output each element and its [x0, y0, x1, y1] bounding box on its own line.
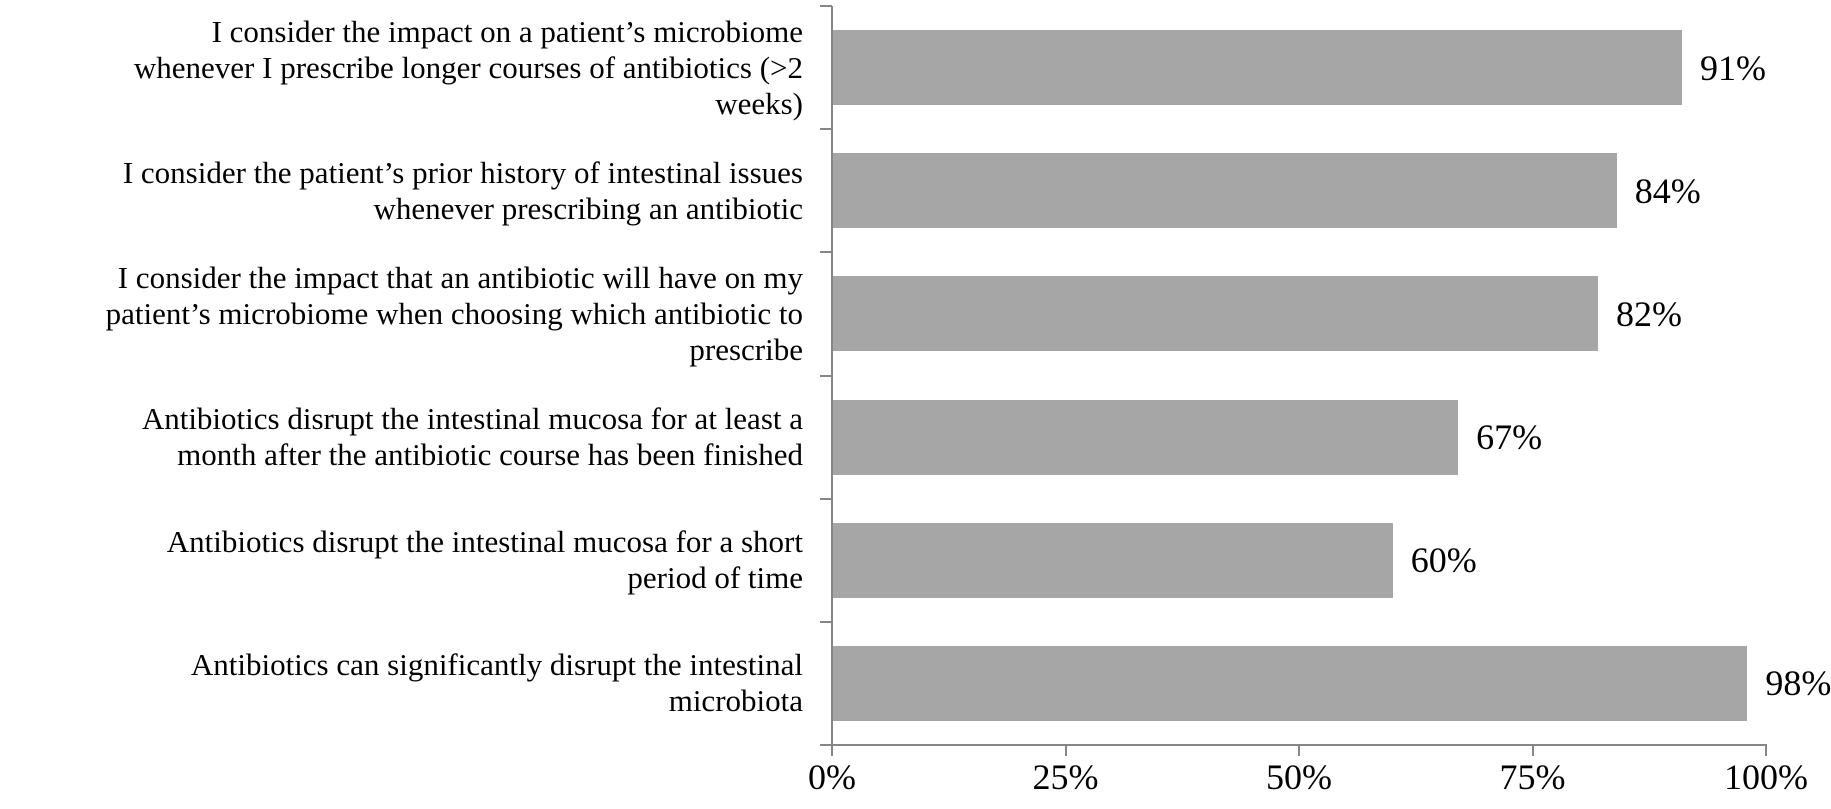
- bar-value-label: 67%: [1476, 417, 1543, 458]
- x-tick-label: 0%: [808, 757, 856, 797]
- x-axis-tick: [1064, 746, 1067, 756]
- category-label: Antibiotics disrupt the intestinal mucos…: [141, 401, 803, 473]
- chart-row: I consider the impact that an antibiotic…: [0, 252, 1831, 375]
- y-axis-tick: [820, 497, 832, 500]
- y-axis-tick: [820, 128, 832, 131]
- y-axis-tick: [820, 620, 832, 623]
- x-tick-label: 50%: [1266, 757, 1332, 797]
- bar: [833, 153, 1617, 229]
- chart-rows: I consider the impact on a patient’s mic…: [0, 6, 1831, 745]
- bar-value-label: 84%: [1634, 170, 1701, 211]
- bar: [833, 276, 1599, 352]
- y-axis-tick: [820, 374, 832, 377]
- x-axis-tick: [1531, 746, 1534, 756]
- category-label: I consider the patient’s prior history o…: [122, 154, 803, 226]
- bar: [833, 645, 1748, 721]
- bar-cell: 60%: [833, 499, 1831, 622]
- x-tick-label: 100%: [1724, 757, 1808, 797]
- x-tick-label: 75%: [1499, 757, 1566, 797]
- chart-row: Antibiotics disrupt the intestinal mucos…: [0, 375, 1831, 498]
- y-axis-tick: [820, 744, 832, 746]
- chart-row: Antibiotics can significantly disrupt th…: [0, 622, 1831, 745]
- y-axis-tick: [820, 251, 832, 254]
- x-axis-line: [831, 744, 1767, 746]
- category-label: I consider the impact on a patient’s mic…: [133, 13, 803, 121]
- x-axis-tick: [831, 746, 833, 756]
- x-axis-tick: [1298, 746, 1300, 756]
- category-label: Antibiotics disrupt the intestinal mucos…: [166, 524, 803, 596]
- bar-cell: 84%: [833, 129, 1831, 252]
- bar: [833, 399, 1459, 475]
- bar-cell: 91%: [833, 6, 1831, 129]
- bar-cell: 98%: [833, 622, 1831, 745]
- bar-value-label: 60%: [1410, 540, 1477, 581]
- category-label: Antibiotics can significantly disrupt th…: [190, 647, 803, 719]
- x-tick-label: 25%: [1032, 757, 1099, 797]
- x-axis-tick: [1765, 746, 1767, 756]
- bar-cell: 82%: [833, 252, 1831, 375]
- bar: [833, 30, 1683, 106]
- chart-row: I consider the patient’s prior history o…: [0, 129, 1831, 252]
- bar-value-label: 82%: [1616, 293, 1683, 334]
- bar: [833, 522, 1393, 598]
- bar-value-label: 98%: [1765, 663, 1831, 704]
- chart-row: Antibiotics disrupt the intestinal mucos…: [0, 499, 1831, 622]
- y-axis-line: [831, 6, 833, 746]
- chart-row: I consider the impact on a patient’s mic…: [0, 6, 1831, 129]
- bar-value-label: 91%: [1700, 47, 1767, 88]
- bar-cell: 67%: [833, 375, 1831, 498]
- y-axis-tick: [820, 5, 832, 7]
- category-label: I consider the impact that an antibiotic…: [105, 259, 803, 367]
